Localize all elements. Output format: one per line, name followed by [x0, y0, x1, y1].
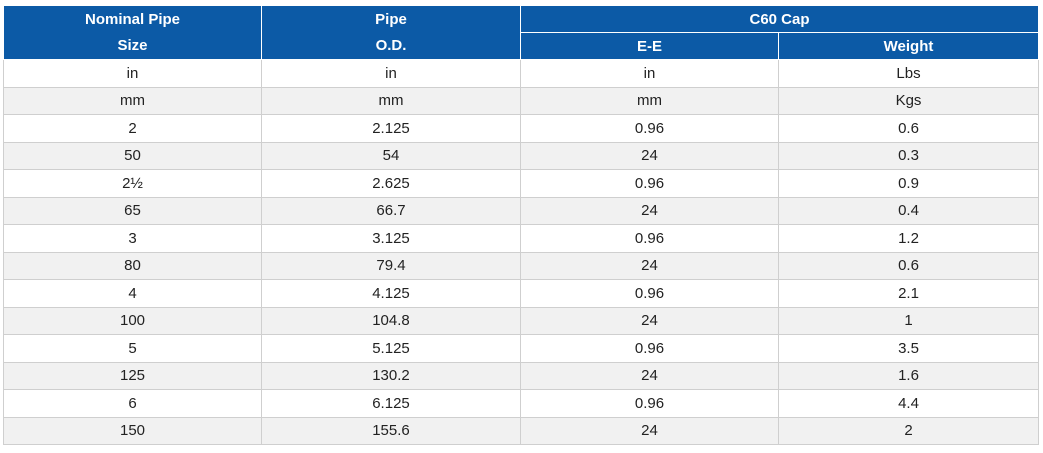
- table-header: Nominal Pipe Pipe C60 Cap Size O.D. E-E …: [3, 5, 1039, 60]
- cell-pipe-od: 4.125: [261, 279, 521, 308]
- cell-pipe-od: 79.4: [261, 251, 521, 280]
- header-weight: Weight: [778, 32, 1039, 60]
- cell-nominal-size: 3: [3, 224, 262, 253]
- cell-weight: 0.9: [778, 169, 1039, 198]
- cell-e-e: 0.96: [520, 279, 779, 308]
- header-pipe-line1: Pipe: [261, 5, 521, 33]
- cell-nominal-size: 80: [3, 251, 262, 280]
- cell-e-e: in: [520, 59, 779, 88]
- cell-e-e: 0.96: [520, 114, 779, 143]
- cell-weight: 1: [778, 306, 1039, 335]
- cell-pipe-od: 54: [261, 141, 521, 170]
- cell-weight: 1.2: [778, 224, 1039, 253]
- cell-pipe-od: 3.125: [261, 224, 521, 253]
- cell-pipe-od: mm: [261, 86, 521, 115]
- cell-e-e: 0.96: [520, 389, 779, 418]
- cell-nominal-size: 2½: [3, 169, 262, 198]
- cell-nominal-size: 4: [3, 279, 262, 308]
- cell-weight: Kgs: [778, 86, 1039, 115]
- cell-weight: 4.4: [778, 389, 1039, 418]
- cell-e-e: 24: [520, 416, 779, 445]
- cell-weight: Lbs: [778, 59, 1039, 88]
- cell-e-e: 24: [520, 306, 779, 335]
- table-row: 2 2.125 0.96 0.6: [3, 114, 1039, 143]
- table-row: in in in Lbs: [3, 59, 1039, 88]
- cell-e-e: mm: [520, 86, 779, 115]
- cell-nominal-size: 125: [3, 361, 262, 390]
- cell-pipe-od: 104.8: [261, 306, 521, 335]
- cell-e-e: 24: [520, 361, 779, 390]
- table-row: 5 5.125 0.96 3.5: [3, 334, 1039, 363]
- cell-pipe-od: in: [261, 59, 521, 88]
- table-row: 6 6.125 0.96 4.4: [3, 389, 1039, 418]
- header-pipe-line2: O.D.: [261, 32, 521, 60]
- table-row: 100 104.8 24 1: [3, 306, 1039, 335]
- header-row-1: Nominal Pipe Pipe C60 Cap: [3, 5, 1039, 33]
- cell-pipe-od: 66.7: [261, 196, 521, 225]
- cell-weight: 0.6: [778, 251, 1039, 280]
- cell-nominal-size: 2: [3, 114, 262, 143]
- table-container: Nominal Pipe Pipe C60 Cap Size O.D. E-E …: [3, 5, 1039, 445]
- table-row: 65 66.7 24 0.4: [3, 196, 1039, 225]
- cell-e-e: 24: [520, 141, 779, 170]
- cell-e-e: 24: [520, 251, 779, 280]
- cell-e-e: 0.96: [520, 334, 779, 363]
- cell-weight: 0.6: [778, 114, 1039, 143]
- header-e-e: E-E: [520, 32, 779, 60]
- cell-weight: 2.1: [778, 279, 1039, 308]
- cell-nominal-size: in: [3, 59, 262, 88]
- table-row: 150 155.6 24 2: [3, 416, 1039, 445]
- cell-e-e: 0.96: [520, 169, 779, 198]
- cell-weight: 2: [778, 416, 1039, 445]
- cell-nominal-size: 65: [3, 196, 262, 225]
- cell-pipe-od: 2.625: [261, 169, 521, 198]
- cell-nominal-size: 5: [3, 334, 262, 363]
- cell-e-e: 0.96: [520, 224, 779, 253]
- cell-nominal-size: 100: [3, 306, 262, 335]
- cell-nominal-size: 50: [3, 141, 262, 170]
- cell-pipe-od: 6.125: [261, 389, 521, 418]
- cell-pipe-od: 155.6: [261, 416, 521, 445]
- cell-weight: 0.4: [778, 196, 1039, 225]
- cell-nominal-size: mm: [3, 86, 262, 115]
- c60-cap-dimension-table: Nominal Pipe Pipe C60 Cap Size O.D. E-E …: [3, 5, 1039, 445]
- table-row: 2½ 2.625 0.96 0.9: [3, 169, 1039, 198]
- cell-weight: 3.5: [778, 334, 1039, 363]
- table-row: mm mm mm Kgs: [3, 86, 1039, 115]
- header-c60-cap-group: C60 Cap: [520, 5, 1039, 33]
- table-row: 4 4.125 0.96 2.1: [3, 279, 1039, 308]
- header-row-2: Size O.D. E-E Weight: [3, 32, 1039, 60]
- cell-nominal-size: 150: [3, 416, 262, 445]
- table-row: 3 3.125 0.96 1.2: [3, 224, 1039, 253]
- table-row: 80 79.4 24 0.6: [3, 251, 1039, 280]
- table-body: in in in Lbs mm mm mm Kgs 2 2.125 0.96 0.6 50 54 24 0.3…: [3, 59, 1039, 445]
- header-nominal-pipe-line1: Nominal Pipe: [3, 5, 262, 33]
- table-row: 50 54 24 0.3: [3, 141, 1039, 170]
- cell-nominal-size: 6: [3, 389, 262, 418]
- table-row: 125 130.2 24 1.6: [3, 361, 1039, 390]
- cell-weight: 0.3: [778, 141, 1039, 170]
- cell-e-e: 24: [520, 196, 779, 225]
- cell-pipe-od: 130.2: [261, 361, 521, 390]
- cell-pipe-od: 2.125: [261, 114, 521, 143]
- header-nominal-pipe-line2: Size: [3, 32, 262, 60]
- cell-weight: 1.6: [778, 361, 1039, 390]
- cell-pipe-od: 5.125: [261, 334, 521, 363]
